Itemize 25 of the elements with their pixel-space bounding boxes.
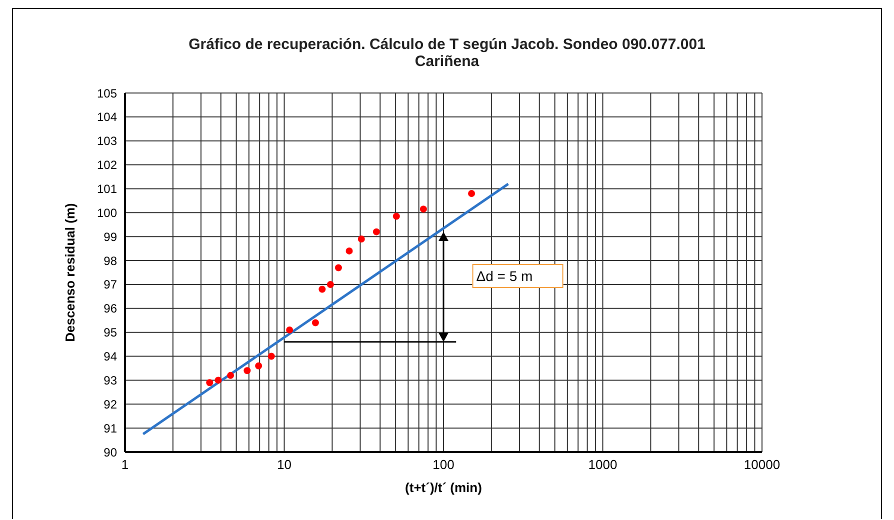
y-tick-label: 95 (104, 326, 118, 340)
y-tick-label: 94 (104, 350, 118, 364)
annotation: Δd = 5 m (472, 264, 564, 288)
y-tick-label: 104 (96, 110, 118, 124)
y-tick-label: 97 (104, 278, 118, 292)
y-tick-label: 91 (104, 421, 118, 436)
x-tick-label: 10000 (744, 457, 780, 472)
y-tick-label: 99 (104, 230, 118, 244)
chart-title: Gráfico de recuperación. Cálculo de T según Jacob. Sondeo 090.077.001 Cariñena (188, 36, 706, 70)
y-tick-label: 92 (104, 397, 118, 412)
y-tick-label: 96 (104, 302, 118, 316)
y-tick-label: 101 (96, 182, 118, 196)
x-axis-title: (t+t´)/t´ (min) (405, 480, 482, 495)
y-axis-title: Descenso residual (m) (62, 203, 78, 342)
x-tick-label: 1000 (588, 457, 618, 472)
y-tick-label: 102 (96, 158, 118, 172)
y-tick-label: 105 (96, 86, 118, 100)
x-tick-label: 100 (432, 457, 454, 472)
x-tick-label: 1 (121, 457, 129, 472)
y-tick-label: 103 (96, 134, 118, 148)
y-tick-label: 90 (104, 445, 118, 460)
y-tick-label: 100 (96, 206, 118, 220)
y-tick-label: 93 (104, 373, 118, 388)
y-tick-label: 98 (104, 254, 118, 268)
x-tick-label: 10 (277, 457, 292, 472)
